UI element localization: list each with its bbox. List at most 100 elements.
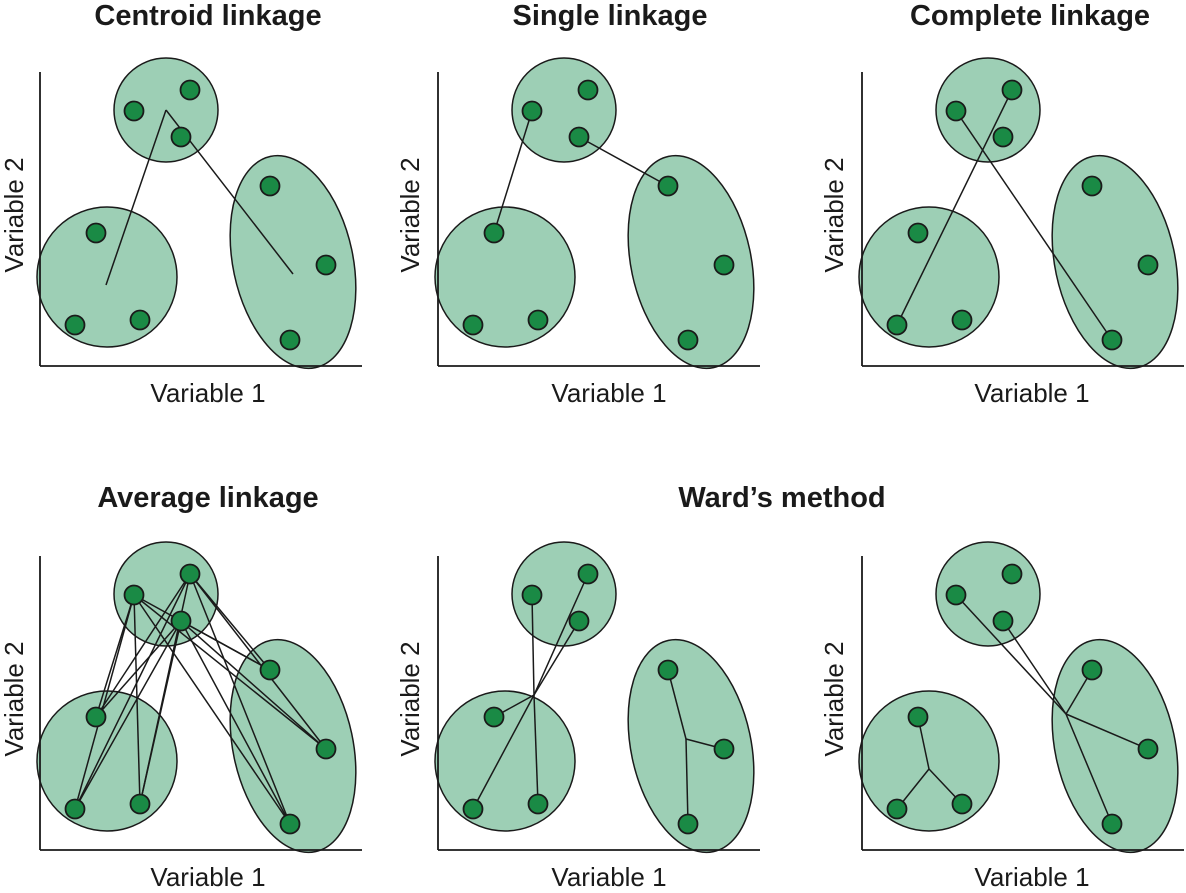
data-point-l1-panel-3 — [907, 222, 929, 244]
data-point-l2-panel-3 — [886, 314, 908, 336]
data-point-l2-panel-6 — [886, 798, 908, 820]
data-point-t2-panel-4 — [179, 563, 201, 585]
data-point-r1-panel-5 — [657, 659, 679, 681]
data-point-t2-panel-1 — [179, 79, 201, 101]
xlabel-panel-2: Variable 1 — [551, 378, 667, 408]
data-point-r3-panel-6 — [1101, 813, 1123, 835]
data-point-t1-panel-2 — [521, 100, 543, 122]
linkage-line-panel-4-14 — [74, 620, 182, 810]
xlabel-panel-3: Variable 1 — [974, 378, 1090, 408]
linkage-line-panel-4-6 — [133, 594, 291, 825]
data-point-r2-panel-5 — [713, 738, 735, 760]
linkage-line-panel-5-1 — [531, 594, 535, 696]
cluster-right-panel-3 — [1051, 154, 1179, 370]
linkage-line-panel-5-2 — [533, 573, 589, 696]
cluster-left-panel-6 — [858, 690, 1000, 832]
title-average-linkage: Average linkage — [97, 482, 319, 514]
linkage-line-panel-4-16 — [180, 620, 271, 671]
data-point-r3-panel-1 — [279, 329, 301, 351]
cluster-left-panel-3 — [858, 206, 1000, 348]
data-point-t3-panel-2 — [568, 126, 590, 148]
linkage-line-panel-4-2 — [74, 594, 135, 810]
data-point-r1-panel-2 — [657, 175, 679, 197]
cluster-left-panel-5 — [434, 690, 576, 832]
data-point-l3-panel-1 — [129, 309, 151, 331]
data-point-t3-panel-5 — [568, 610, 590, 632]
linkage-line-panel-4-7 — [95, 573, 191, 718]
xlabel-panel-4: Variable 1 — [150, 862, 266, 892]
data-point-r2-panel-2 — [713, 254, 735, 276]
data-point-l2-panel-5 — [462, 798, 484, 820]
data-point-t1-panel-1 — [123, 100, 145, 122]
data-point-r1-panel-1 — [259, 175, 281, 197]
linkage-line-panel-4-17 — [180, 620, 327, 750]
data-point-r2-panel-1 — [315, 254, 337, 276]
linkage-line-panel-4-12 — [189, 573, 291, 825]
data-point-r2-panel-4 — [315, 738, 337, 760]
data-point-l3-panel-6 — [951, 793, 973, 815]
cluster-right-panel-6 — [1051, 638, 1179, 854]
data-point-r1-panel-3 — [1081, 175, 1103, 197]
data-point-t2-panel-2 — [577, 79, 599, 101]
data-point-l2-panel-1 — [64, 314, 86, 336]
linkage-line-panel-2-1 — [493, 110, 533, 234]
linkage-line-panel-2-2 — [578, 136, 669, 187]
linkage-line-panel-6-4 — [1065, 713, 1149, 750]
data-point-l3-panel-5 — [527, 793, 549, 815]
data-point-l2-panel-4 — [64, 798, 86, 820]
title-centroid-linkage: Centroid linkage — [94, 0, 322, 32]
linkage-line-panel-4-13 — [95, 620, 182, 718]
cluster-left-panel-1 — [36, 206, 178, 348]
linkage-line-panel-5-7 — [667, 669, 687, 740]
data-point-r1-panel-4 — [259, 659, 281, 681]
linkage-line-panel-5-5 — [472, 694, 535, 810]
linkage-line-panel-4-11 — [189, 573, 327, 750]
data-point-t3-panel-6 — [992, 610, 1014, 632]
data-point-l1-panel-2 — [483, 222, 505, 244]
cluster-left-panel-4 — [36, 690, 178, 832]
data-point-t2-panel-5 — [577, 563, 599, 585]
data-point-t3-panel-4 — [170, 610, 192, 632]
data-point-l1-panel-5 — [483, 706, 505, 728]
linkage-line-panel-6-2 — [1002, 620, 1067, 715]
xlabel-panel-5: Variable 1 — [551, 862, 667, 892]
data-point-r3-panel-4 — [279, 813, 301, 835]
title-complete-linkage: Complete linkage — [909, 0, 1151, 32]
data-point-l2-panel-2 — [462, 314, 484, 336]
cluster-right-panel-2 — [627, 154, 755, 370]
linkage-line-panel-6-5 — [1065, 713, 1113, 825]
linkage-line-panel-5-9 — [685, 738, 689, 825]
linkage-line-panel-6-1 — [955, 594, 1067, 715]
data-point-r3-panel-2 — [677, 329, 699, 351]
linkage-line-panel-4-18 — [180, 620, 291, 825]
xlabel-panel-6: Variable 1 — [974, 862, 1090, 892]
data-point-t1-panel-5 — [521, 584, 543, 606]
data-point-l1-panel-1 — [85, 222, 107, 244]
data-point-r1-panel-6 — [1081, 659, 1103, 681]
data-point-t1-panel-6 — [945, 584, 967, 606]
linkage-line-panel-3-2 — [955, 110, 1113, 341]
linkage-line-panel-5-6 — [533, 694, 539, 805]
data-point-l3-panel-3 — [951, 309, 973, 331]
data-point-l1-panel-6 — [907, 706, 929, 728]
data-point-r3-panel-3 — [1101, 329, 1123, 351]
data-point-l1-panel-4 — [85, 706, 107, 728]
data-point-t1-panel-4 — [123, 584, 145, 606]
title-single-linkage: Single linkage — [512, 0, 708, 32]
data-point-t3-panel-3 — [992, 126, 1014, 148]
data-point-r2-panel-6 — [1137, 738, 1159, 760]
data-point-l3-panel-2 — [527, 309, 549, 331]
data-point-l3-panel-4 — [129, 793, 151, 815]
xlabel-panel-1: Variable 1 — [150, 378, 266, 408]
data-point-t1-panel-3 — [945, 100, 967, 122]
cluster-right-panel-5 — [627, 638, 755, 854]
linkage-line-panel-5-3 — [533, 620, 580, 696]
linkage-line-panel-4-8 — [74, 573, 191, 810]
cluster-right-panel-1 — [229, 154, 357, 370]
data-point-t2-panel-3 — [1001, 79, 1023, 101]
data-point-t2-panel-6 — [1001, 563, 1023, 585]
linkage-line-panel-4-15 — [139, 620, 182, 805]
linkage-line-panel-1-1 — [105, 109, 167, 286]
data-point-r3-panel-5 — [677, 813, 699, 835]
